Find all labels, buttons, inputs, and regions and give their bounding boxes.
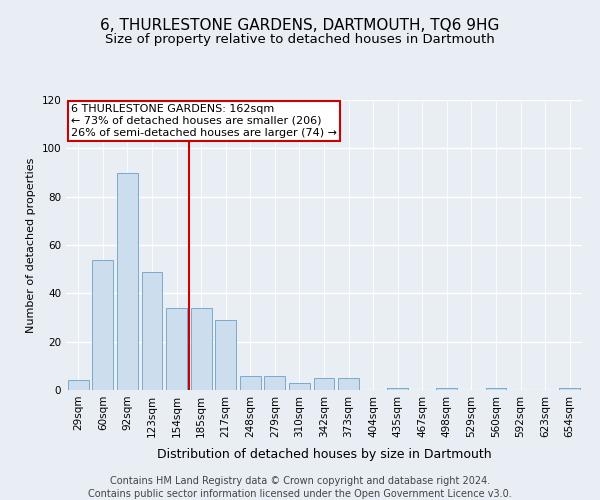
Bar: [166, 308, 187, 390]
Bar: [485, 388, 506, 390]
Text: Contains public sector information licensed under the Open Government Licence v3: Contains public sector information licen…: [88, 489, 512, 499]
Text: 6, THURLESTONE GARDENS, DARTMOUTH, TQ6 9HG: 6, THURLESTONE GARDENS, DARTMOUTH, TQ6 9…: [100, 18, 500, 32]
Bar: [436, 388, 457, 390]
Bar: [142, 272, 163, 390]
Bar: [559, 388, 580, 390]
Text: Contains HM Land Registry data © Crown copyright and database right 2024.: Contains HM Land Registry data © Crown c…: [110, 476, 490, 486]
Bar: [289, 383, 310, 390]
Bar: [191, 308, 212, 390]
Bar: [117, 172, 138, 390]
Bar: [387, 388, 408, 390]
Bar: [215, 320, 236, 390]
Bar: [338, 378, 359, 390]
Bar: [265, 376, 286, 390]
X-axis label: Distribution of detached houses by size in Dartmouth: Distribution of detached houses by size …: [157, 448, 491, 461]
Bar: [240, 376, 261, 390]
Bar: [92, 260, 113, 390]
Bar: [314, 378, 334, 390]
Y-axis label: Number of detached properties: Number of detached properties: [26, 158, 36, 332]
Text: 6 THURLESTONE GARDENS: 162sqm
← 73% of detached houses are smaller (206)
26% of : 6 THURLESTONE GARDENS: 162sqm ← 73% of d…: [71, 104, 337, 138]
Bar: [68, 380, 89, 390]
Text: Size of property relative to detached houses in Dartmouth: Size of property relative to detached ho…: [105, 32, 495, 46]
